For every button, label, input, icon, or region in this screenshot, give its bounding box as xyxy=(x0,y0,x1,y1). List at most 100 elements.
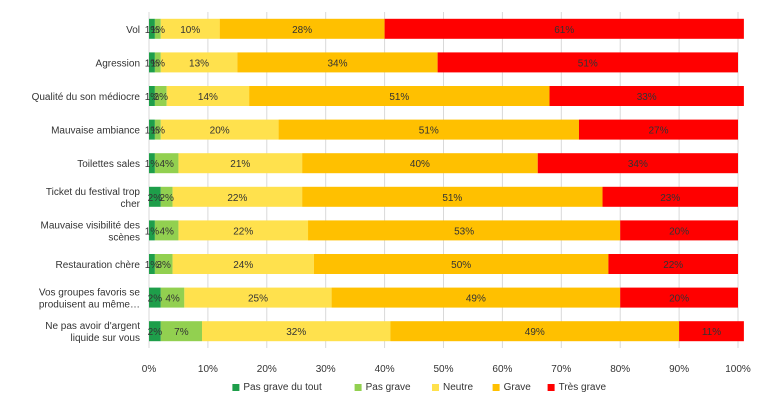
data-label: 7% xyxy=(174,327,189,338)
x-tick-label: 0% xyxy=(142,364,157,375)
data-label: 51% xyxy=(419,126,439,137)
bar-segment xyxy=(149,321,161,342)
data-label: 32% xyxy=(286,327,306,338)
bar-segment xyxy=(160,321,203,342)
category-label: Mauvaise ambiance xyxy=(51,126,140,137)
data-label: 49% xyxy=(466,294,486,305)
category-label: Restauration chère xyxy=(56,260,141,271)
bar-segment xyxy=(549,86,744,106)
category-labels: Vol Agression Qualité du son médiocre Mauva… xyxy=(32,25,141,344)
data-label: 4% xyxy=(165,294,180,305)
bar-segment xyxy=(149,52,155,73)
data-label: 25% xyxy=(248,294,268,305)
category-label: Toilettes sales xyxy=(77,159,140,170)
data-label: 2% xyxy=(154,92,169,103)
x-tick-label: 100% xyxy=(725,364,751,375)
bar-segment xyxy=(202,321,391,342)
x-tick-label: 10% xyxy=(198,364,218,375)
bar-segment xyxy=(620,220,738,241)
x-tick-label: 50% xyxy=(433,364,453,375)
data-labels: 1%1% 10% 28% 61%1%1% 13% 34% 51%1%2% 14% 51% 33%1… xyxy=(145,25,722,338)
x-tick-label: 20% xyxy=(257,364,277,375)
data-label: 2% xyxy=(148,327,163,338)
legend-swatch xyxy=(432,384,439,391)
bar-segment xyxy=(308,220,621,241)
data-label: 1% xyxy=(145,25,160,36)
bar-segment xyxy=(149,220,155,241)
data-label: 13% xyxy=(189,58,209,69)
data-label: 11% xyxy=(702,327,721,338)
legend-label: Pas grave xyxy=(366,382,411,393)
data-label: 40% xyxy=(410,159,430,170)
data-label: 4% xyxy=(159,226,174,237)
bar-segment xyxy=(620,287,738,308)
bar-segment xyxy=(149,287,161,308)
data-label: 22% xyxy=(227,193,247,204)
bar-segment xyxy=(149,86,155,106)
data-label: 51% xyxy=(442,193,462,204)
bar-segment xyxy=(160,186,173,207)
bar-segment xyxy=(154,86,167,106)
bar-segment xyxy=(160,119,279,140)
legend-label: Très grave xyxy=(559,382,607,393)
data-label: 1% xyxy=(145,58,160,69)
data-label: 2% xyxy=(148,193,163,204)
x-tick-label: 30% xyxy=(316,364,336,375)
data-label: 33% xyxy=(637,92,657,103)
bar-segment xyxy=(166,86,250,106)
bar-segment xyxy=(149,186,161,207)
legend-swatch xyxy=(547,384,555,391)
data-label: 27% xyxy=(648,126,668,137)
data-label: 22% xyxy=(663,260,683,271)
category-label: Qualité du son médiocre xyxy=(32,92,141,103)
bar-segment xyxy=(154,254,173,274)
bar-segment xyxy=(154,52,161,73)
data-label: 24% xyxy=(233,260,253,271)
legend: Pas grave du tout Pas grave Neutre Grave Trè… xyxy=(232,382,606,393)
x-tick-label: 60% xyxy=(492,364,512,375)
bar-segment xyxy=(149,18,155,39)
data-label: 3% xyxy=(156,260,171,271)
bar-segment xyxy=(154,18,161,39)
category-label: Ticket du festival trop cher xyxy=(46,187,141,210)
bar-segment xyxy=(178,153,303,174)
bar-segment xyxy=(384,18,744,39)
data-label: 49% xyxy=(525,327,545,338)
bar-segment xyxy=(313,254,609,274)
bar-segment xyxy=(154,153,179,174)
bar-segment xyxy=(602,186,738,207)
data-label: 1% xyxy=(145,126,160,137)
legend-label: Neutre xyxy=(443,382,473,393)
bar-segment xyxy=(237,52,438,73)
data-label: 2% xyxy=(159,193,174,204)
legend-swatch xyxy=(492,384,500,391)
bar-segment xyxy=(149,119,155,140)
bar-segment xyxy=(578,119,738,140)
bar-segment xyxy=(160,287,185,308)
category-label: Agression xyxy=(96,58,140,69)
data-label: 20% xyxy=(669,226,689,237)
bar-segment xyxy=(184,287,332,308)
data-label: 1% xyxy=(145,159,160,170)
data-label: 1% xyxy=(145,260,160,271)
category-label: Vos groupes favoris se produisent au même… xyxy=(39,288,141,311)
bar-segment xyxy=(608,254,738,274)
data-label: 10% xyxy=(180,25,200,36)
data-label: 4% xyxy=(159,159,174,170)
bar-segment xyxy=(178,220,309,241)
data-label: 20% xyxy=(210,126,230,137)
bar-segment xyxy=(160,18,220,39)
data-label: 20% xyxy=(669,294,689,305)
data-label: 23% xyxy=(660,193,680,204)
bar-segment xyxy=(172,254,314,274)
data-label: 22% xyxy=(233,226,253,237)
data-label: 51% xyxy=(389,92,409,103)
data-label: 28% xyxy=(292,25,312,36)
data-label: 1% xyxy=(151,25,166,36)
legend-swatch xyxy=(354,384,362,391)
data-label: 1% xyxy=(145,226,160,237)
x-tick-labels: 0% 10% 20% 30% 40% 50% 60% 70% 80% 90% 100% xyxy=(142,364,751,375)
data-label: 1% xyxy=(151,58,166,69)
legend-label: Pas grave du tout xyxy=(243,382,322,393)
